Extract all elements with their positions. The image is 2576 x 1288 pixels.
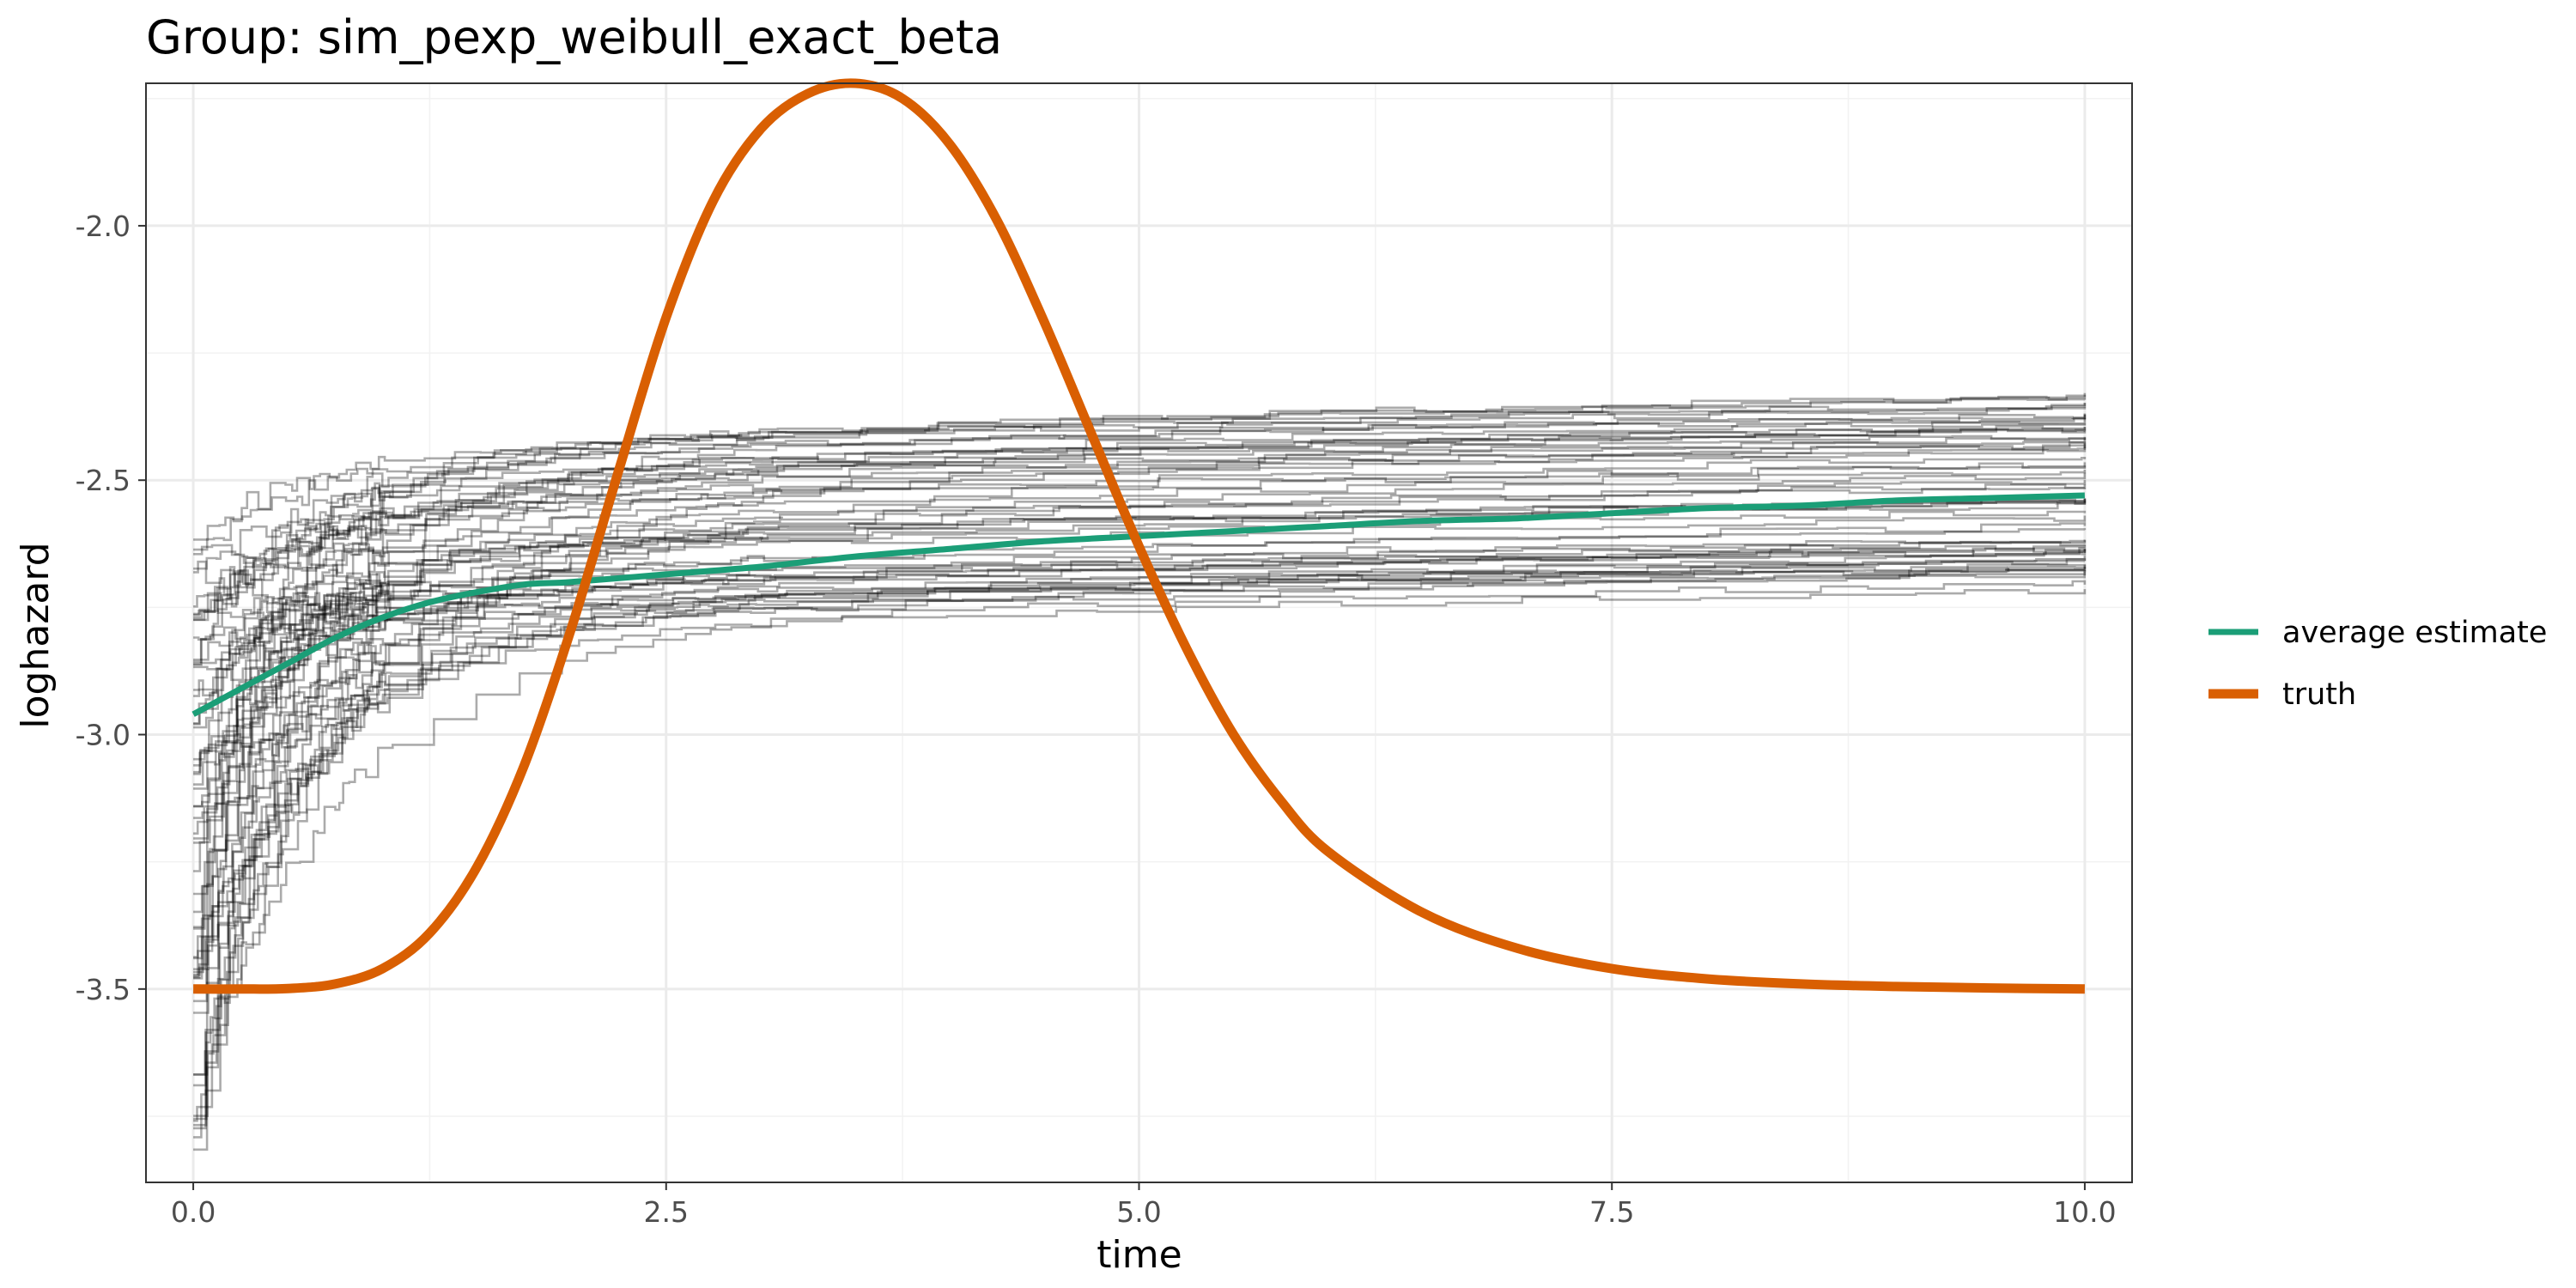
- x-tick-label: 7.5: [1589, 1195, 1634, 1229]
- replicate-estimate-line: [193, 413, 2087, 896]
- replicate-estimate-line: [193, 570, 2087, 970]
- replicate-estimate-line: [193, 557, 2087, 614]
- replicate-estimate-line: [193, 498, 2087, 960]
- y-tick-label: -3.5: [76, 973, 131, 1006]
- replicate-estimate-line: [193, 563, 2087, 979]
- replicate-estimate-line: [193, 444, 2087, 616]
- replicate-estimate-line: [193, 443, 2087, 993]
- replicate-estimate-line: [193, 539, 2087, 725]
- replicate-estimate-line: [193, 414, 2087, 729]
- replicate-estimate-line: [193, 396, 2087, 551]
- replicate-estimate-line: [193, 462, 2087, 666]
- replicate-estimate-line: [193, 580, 2087, 1076]
- x-tick-label: 10.0: [2053, 1195, 2116, 1229]
- replicate-estimate-line: [193, 417, 2087, 974]
- replicate-estimate-line: [193, 406, 2087, 930]
- replicate-estimate-line: [193, 547, 2087, 1127]
- replicate-estimate-line: [193, 515, 2087, 978]
- replicate-estimate-line: [193, 403, 2087, 844]
- replicate-estimate-line: [193, 560, 2087, 641]
- replicate-estimate-line: [193, 589, 2087, 819]
- x-axis-title: time: [1097, 1233, 1182, 1277]
- replicate-estimate-line: [193, 446, 2087, 1087]
- replicate-estimate-line: [193, 552, 2087, 1117]
- replicate-estimate-line: [193, 549, 2087, 697]
- replicate-estimate-line: [193, 427, 2087, 726]
- y-tick-label: -2.0: [76, 210, 131, 243]
- replicate-estimate-line: [193, 571, 2087, 1003]
- x-tick-label: 2.5: [644, 1195, 689, 1229]
- replicate-estimate-line: [193, 566, 2087, 958]
- replicate-estimate-line: [193, 500, 2087, 774]
- replicate-estimate-line: [193, 499, 2087, 790]
- series-lines: [191, 78, 2085, 994]
- replicate-estimate-line: [193, 428, 2087, 621]
- series-line-truth: [193, 78, 2085, 994]
- replicate-estimate-line: [193, 472, 2087, 1139]
- replicate-estimate-line: [193, 438, 2087, 619]
- y-tick-label: -2.5: [76, 464, 131, 497]
- grid-lines: [146, 83, 2132, 1182]
- y-tick-label: -3.0: [76, 719, 131, 752]
- replicate-estimate-line: [193, 457, 2087, 617]
- replicate-estimate-line: [193, 434, 2087, 570]
- replicate-estimate-line: [193, 528, 2087, 872]
- replicate-estimate-line: [193, 483, 2087, 691]
- replicate-estimate-line: [193, 437, 2087, 840]
- replicate-estimate-line: [193, 499, 2087, 1121]
- replicate-estimate-line: [193, 539, 2087, 1130]
- replicate-estimate-line: [193, 547, 2087, 618]
- replicate-estimate-line: [193, 479, 2087, 914]
- replicate-estimate-line: [193, 403, 2087, 541]
- replicate-estimate-line: [193, 465, 2087, 661]
- replicate-estimate-line: [193, 547, 2087, 1122]
- replicate-estimate-line: [193, 392, 2087, 767]
- replicate-estimate-line: [193, 425, 2087, 1076]
- x-axis: 0.0 2.5 5.0 7.5 10.0: [171, 1182, 2117, 1229]
- replicate-estimate-line: [193, 414, 2087, 622]
- replicate-estimate-line: [193, 544, 2087, 775]
- replicate-estimate-line: [193, 564, 2087, 976]
- replicate-estimate-line: [193, 470, 2087, 761]
- legend-item-truth: truth: [2208, 677, 2356, 712]
- legend-item-average-estimate: average estimate: [2208, 616, 2547, 650]
- y-axis: -3.5 -3.0 -2.5 -2.0: [76, 210, 146, 1006]
- replicate-estimate-line: [193, 423, 2087, 663]
- replicate-estimate-line: [193, 427, 2087, 835]
- replicate-estimate-line: [193, 568, 2087, 786]
- chart-title: Group: sim_pexp_weibull_exact_beta: [146, 10, 1002, 64]
- legend: average estimate truth: [2208, 616, 2547, 712]
- replicate-estimate-line: [193, 394, 2087, 928]
- x-tick-label: 5.0: [1116, 1195, 1161, 1229]
- legend-label: average estimate: [2282, 616, 2547, 650]
- y-axis-title: loghazard: [14, 542, 58, 728]
- replicate-estimate-line: [193, 568, 2087, 808]
- replicate-estimate-line: [193, 501, 2087, 568]
- series-line-average-estimate: [191, 492, 2085, 717]
- legend-label: truth: [2282, 677, 2356, 712]
- x-tick-label: 0.0: [171, 1195, 216, 1229]
- replicate-estimate-line: [193, 487, 2087, 1014]
- replicate-estimate-line: [193, 441, 2087, 808]
